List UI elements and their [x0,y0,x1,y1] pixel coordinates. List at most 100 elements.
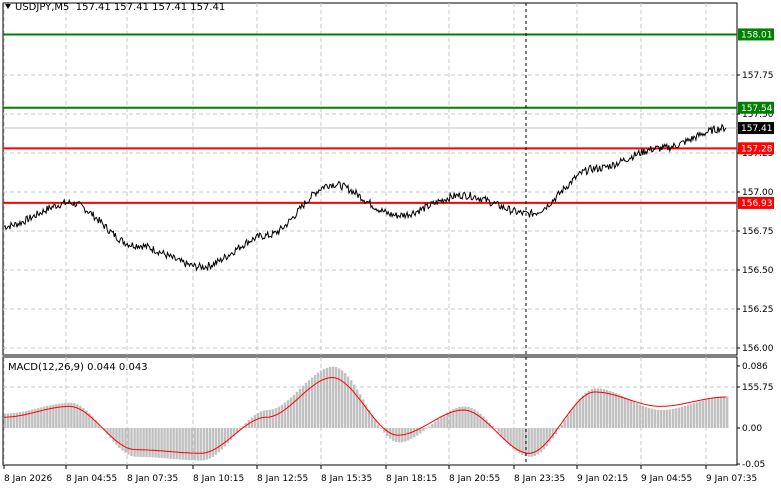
macd-histogram-bar [527,428,530,457]
macd-histogram-bar [79,405,82,428]
macd-histogram-bar [277,406,281,428]
macd-histogram-bar [701,400,705,428]
macd-histogram-bar [455,407,458,428]
macd-histogram-bar [235,428,238,433]
macd-histogram-bar [127,428,130,455]
macd-histogram-bar [121,428,124,451]
current-price-tag-label: 157.41 [741,124,773,134]
macd-histogram-bar [632,401,636,428]
macd-histogram-bar [464,406,467,428]
macd-histogram-bar [503,428,506,440]
price-tick-label: 156.50 [742,266,774,276]
time-label: 8 Jan 07:35 [127,474,178,484]
macd-histogram-bar [130,428,133,456]
macd-histogram-bar [590,389,593,428]
level-price-tag [738,101,774,114]
macd-histogram-bar [274,408,278,428]
macd-histogram-bar [298,388,302,428]
macd-histogram-bar [166,428,169,459]
macd-histogram-bar [334,367,338,428]
macd-histogram-bar [187,428,190,461]
macd-histogram-bar [10,413,13,428]
macd-histogram-bar [313,375,317,428]
macd-histogram-bar [548,428,551,443]
symbol-header[interactable]: USDJPY,M5 157.41 157.41 157.41 157.41 [4,2,225,13]
macd-histogram-bar [307,380,311,428]
macd-histogram-bar [253,415,257,428]
macd-histogram-bar [301,385,305,428]
macd-histogram-bar [181,428,184,460]
macd-histogram-bar [596,388,599,428]
macd-histogram-bar [40,407,43,428]
macd-histogram-bar [112,428,115,442]
macd-histogram-bar [346,376,350,428]
macd-histogram-bar [704,399,708,428]
macd-histogram-bar [452,409,455,428]
macd-histogram-bar [443,414,446,428]
macd-histogram-bar [698,401,702,428]
macd-histogram-bar [350,380,353,428]
price-panel-frame [2,2,738,356]
macd-histogram-bar [653,409,657,428]
macd-histogram-bar [325,367,329,428]
macd-histogram-bar [70,402,73,428]
macd-histogram-bar [644,406,648,428]
macd-histogram-bar [371,414,374,428]
macd-histogram-bar [85,410,88,428]
macd-histogram-bar [34,408,37,428]
macd-histogram-bar [668,409,672,428]
macd-histogram-bar [374,419,377,428]
macd-histogram-bar [413,428,416,438]
macd-histogram-bar [575,402,578,428]
macd-histogram-bar [175,428,178,460]
macd-histogram-bar [539,428,542,453]
macd-histogram-bar [461,406,464,428]
dropdown-triangle-icon[interactable] [5,4,11,9]
macd-histogram-bar [217,428,220,453]
macd-histogram-bar [593,388,596,428]
macd-histogram-bar [271,409,275,428]
macd-histogram-bar [608,390,612,428]
macd-histogram-bar [31,409,34,428]
macd-histogram-bar [578,398,581,428]
macd-histogram-bar [340,370,344,428]
macd-histogram-bar [283,402,287,428]
macd-histogram-bar [190,428,193,461]
macd-histogram-bar [485,419,488,428]
macd-histogram-bar [726,396,729,428]
macd-histogram-bar [671,408,675,428]
macd-histogram-bar [659,410,663,428]
macd-histogram-bar [521,428,524,455]
macd-histogram-bar [226,428,229,444]
macd-histogram-bar [494,428,497,430]
macd-histogram-bar [154,428,157,458]
macd-histogram-bar [545,428,548,447]
time-label: 8 Jan 10:15 [193,474,244,484]
time-label: 8 Jan 15:35 [321,474,372,484]
price-line [3,123,727,272]
macd-histogram-bar [250,417,254,428]
macd-histogram-bar [680,406,684,428]
macd-histogram-bar [383,428,386,433]
macd-histogram-bar [157,428,160,458]
macd-histogram-bar [331,366,335,428]
macd-histogram-bar [109,428,112,439]
macd-histogram-bar [151,428,154,458]
price-tick-label: 157.50 [742,110,774,120]
macd-histogram-bar [572,406,575,428]
macd-histogram-bar [343,373,347,428]
macd-signal-line [3,376,727,454]
macd-histogram-bar [22,411,25,428]
macd-histogram-bar [407,428,410,441]
macd-histogram-bar [476,411,479,428]
macd-histogram-bar [136,428,139,457]
current-price-tag [738,122,774,135]
price-tick-label: 156.25 [742,305,774,315]
macd-histogram-bar [368,409,371,428]
ohlc-values: 157.41 157.41 157.41 157.41 [75,2,226,13]
level-price-tag [738,28,774,41]
macd-histogram-bar [160,428,163,458]
macd-histogram-bar [626,398,630,428]
macd-histogram-bar [172,428,175,459]
